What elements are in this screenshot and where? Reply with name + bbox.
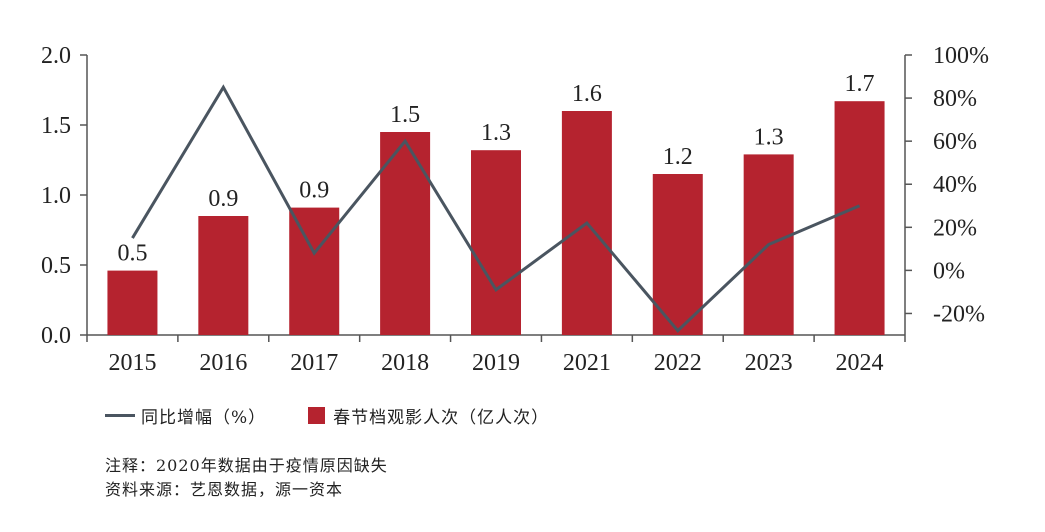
right-tick-label: 60% bbox=[933, 129, 977, 155]
bar-data-label: 1.6 bbox=[572, 81, 602, 107]
x-tick-label: 2018 bbox=[381, 350, 429, 376]
bar-data-label: 1.3 bbox=[754, 124, 784, 150]
bar bbox=[834, 101, 885, 335]
right-tick-label: 20% bbox=[933, 215, 977, 241]
note-text: 注释：2020年数据由于疫情原因缺失 bbox=[105, 456, 388, 475]
x-tick-label: 2023 bbox=[745, 350, 793, 376]
left-tick-label: 1.5 bbox=[41, 113, 71, 139]
bar bbox=[471, 150, 521, 335]
line-series bbox=[131, 84, 861, 333]
bar bbox=[652, 174, 703, 335]
x-tick-label: 2015 bbox=[108, 350, 156, 376]
bar-data-label: 0.9 bbox=[208, 186, 238, 212]
x-tick-label: 2022 bbox=[654, 350, 702, 376]
legend-line-swatch bbox=[105, 414, 135, 417]
left-tick-label: 2.0 bbox=[41, 43, 71, 69]
bar bbox=[289, 207, 340, 335]
bar bbox=[198, 216, 249, 335]
legend-bar-label: 春节档观影人次（亿人次） bbox=[333, 408, 550, 428]
x-tick-label: 2019 bbox=[472, 350, 520, 376]
x-tick-label: 2016 bbox=[199, 350, 247, 376]
bar-data-label: 1.7 bbox=[845, 71, 875, 97]
left-tick-label: 1.0 bbox=[41, 183, 71, 209]
left-tick-label: 0.0 bbox=[41, 323, 71, 349]
bar-data-label: 0.9 bbox=[299, 178, 329, 204]
bar-data-label: 0.5 bbox=[117, 241, 147, 267]
x-tick-label: 2017 bbox=[290, 350, 338, 376]
right-tick-label: 100% bbox=[933, 43, 989, 69]
footnotes: 注释：2020年数据由于疫情原因缺失 资料来源：艺恩数据，源一资本 bbox=[105, 454, 388, 502]
bar-data-label: 1.2 bbox=[663, 144, 693, 170]
legend-bar-swatch bbox=[308, 407, 326, 424]
legend: 同比增幅（%） 春节档观影人次（亿人次） bbox=[105, 403, 549, 428]
source-text: 资料来源：艺恩数据，源一资本 bbox=[105, 480, 344, 499]
x-tick-label: 2021 bbox=[563, 350, 611, 376]
right-tick-label: 40% bbox=[933, 172, 977, 198]
bar-data-labels: 0.5 0.9 0.9 1.5 1.3 1.6 1.2 1.3 1.7 bbox=[117, 71, 874, 266]
right-tick-label: -20% bbox=[933, 301, 985, 327]
legend-line-label: 同比增幅（%） bbox=[141, 408, 267, 428]
chart: 0.0 0.5 1.0 1.5 2.0 -20% 0% 20% 40% 60% 80% 100% 201… bbox=[41, 43, 989, 376]
chart-axes: 0.0 0.5 1.0 1.5 2.0 -20% 0% 20% 40% 60% 80% 100% 201… bbox=[41, 43, 989, 376]
bar-data-label: 1.3 bbox=[481, 120, 511, 146]
bar-data-label: 1.5 bbox=[390, 102, 420, 128]
left-tick-label: 0.5 bbox=[41, 253, 71, 279]
right-tick-label: 0% bbox=[933, 258, 965, 284]
x-tick-label: 2024 bbox=[836, 350, 884, 376]
right-tick-label: 80% bbox=[933, 86, 977, 112]
bar bbox=[107, 270, 158, 335]
